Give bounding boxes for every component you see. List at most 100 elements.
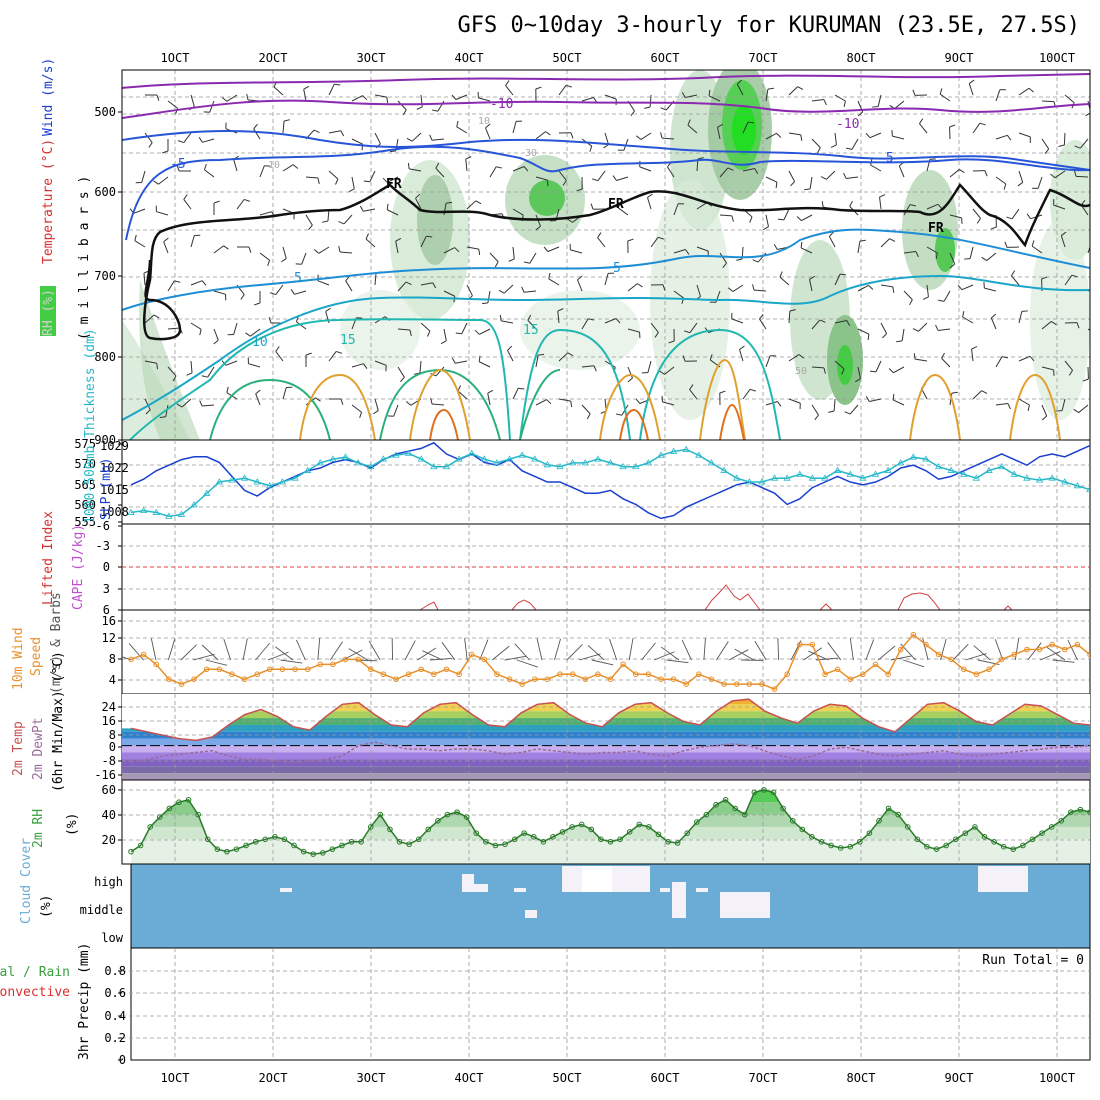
wind-barb [294,290,307,295]
wind10m-barb [965,653,987,661]
data-point [644,459,653,466]
data-point [540,838,547,845]
wind-barb [719,167,729,178]
wind-barb [420,322,431,332]
wind10m-barb [329,641,343,661]
wind-barb [581,318,589,330]
wind-barb-feather [487,389,494,394]
x-tick-label: 9OCT [945,1071,974,1085]
x-tick-label: 3OCT [357,1071,386,1085]
wind-barb [202,138,215,143]
data-point [128,656,134,663]
wind-barb-feather [1068,370,1073,376]
series-line [130,789,1090,855]
contour-labels: -10 -10 -5 -5 5 5 10 15 15 FR FR FR 10 1… [170,97,944,377]
data-point [1048,824,1055,830]
wind-barb [183,132,192,143]
wind-barb [765,401,778,406]
data-point [871,470,880,477]
data-point [809,641,816,648]
y-tick-label: 555 [74,515,96,529]
wind-barb [1053,204,1066,210]
data-point [582,676,589,682]
wind-barb-feather [176,403,183,408]
wind-barb [432,403,445,406]
wind-barb-feather [798,354,805,359]
wind-barb [167,280,175,292]
wind10m-barb [715,641,729,661]
y-tick-label: 500 [94,105,116,119]
data-point [531,676,538,682]
wind-barb-feather [689,384,694,390]
data-point [348,838,355,845]
wind-barb-feather [545,131,551,136]
wind10m-barb [491,645,510,661]
wind-barb [190,322,202,330]
wind10m-barb [296,639,306,661]
temp-band [122,752,1090,760]
wind-barb-feather [657,236,664,240]
data-point [934,462,943,470]
wind-barb-feather [321,220,329,223]
wind-barb-feather [1007,134,1012,141]
wind-barb-feather [800,241,803,248]
data-point [203,489,211,496]
y-tick-label: 0.2 [104,1031,126,1045]
data-point [147,824,153,830]
data-point [708,676,715,682]
precip-convective-label: Convective [0,985,70,1000]
temp-band [122,745,1090,753]
data-point [358,838,364,845]
data-point [355,656,361,663]
wind-barb-feather [478,249,481,256]
wind-barb-feather [527,314,532,321]
data-point [521,830,527,836]
wind-barb [158,176,169,185]
wind10m-barb [890,655,913,661]
wind-barb [627,283,638,292]
wind-barb [409,168,422,172]
wind-barb-feather [159,416,166,419]
wind-barb-feather [739,345,745,350]
wind-barb [305,176,318,179]
wind-barb [759,318,767,330]
x-tick-label: 5OCT [553,51,582,65]
wind-barb [849,404,859,415]
wind-barb-feather [362,95,368,101]
wind-barb-feather [406,137,413,142]
wind10m-panel: 16 12 8 4 10m Wind Speed (m/s) & Barbs [11,592,1091,695]
wind-barb [443,328,447,341]
data-point [598,836,604,843]
data-point [406,841,412,848]
data-point [304,666,311,673]
wind10m-barb [653,651,675,661]
data-point [1036,646,1043,653]
temperature-contours [122,73,1090,440]
data-point [1029,836,1036,843]
wind-barb [167,100,178,109]
wind-barb [282,121,285,134]
x-tick-label: 5OCT [553,1071,582,1085]
wind-barb [828,236,836,248]
wind-barb [811,99,824,102]
data-point [137,842,144,849]
x-tick-label: 10OCT [1039,51,1075,65]
wind-barb-feather [635,398,641,404]
wind-barb [918,322,928,332]
wind-barb [809,279,813,292]
wind-barb-feather [431,109,438,112]
wind-barb-feather [659,370,665,375]
wind-barb [811,319,821,330]
data-point [1000,843,1007,850]
wind-barb-feather [971,346,978,350]
wind-barb-feather [201,375,208,378]
wind-barb [259,252,270,261]
rh-contour-label: 50 [795,366,807,377]
data-point [463,814,470,820]
wind-barb-feather [957,284,963,291]
wind-barb [834,132,837,145]
data-point [339,842,345,849]
data-point [195,811,201,818]
wind10m-barb [754,640,767,661]
data-point [1011,651,1018,658]
